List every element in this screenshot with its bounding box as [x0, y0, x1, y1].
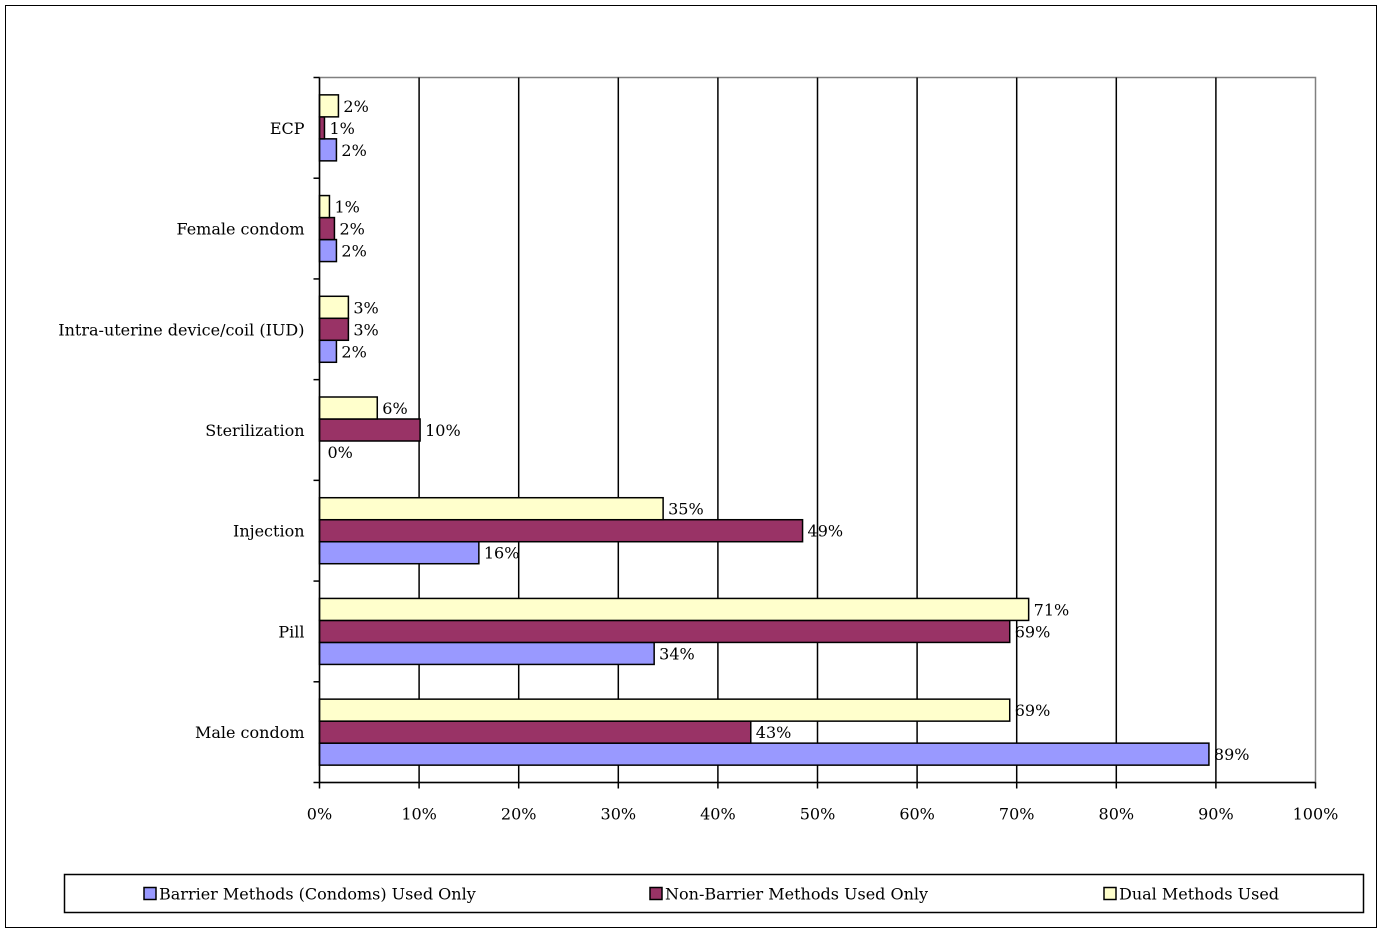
legend-swatch-dual-methods-used	[1103, 886, 1117, 901]
category-label-sterilization: Sterilization	[205, 421, 304, 440]
data-label-barrier-methods-condoms-used-only-injection: 16%	[484, 544, 520, 563]
axes: Male condom Pill Injection Sterilization Int…	[58, 76, 1339, 824]
data-label-dual-methods-used-male-condom: 69%	[1015, 701, 1051, 720]
x-tick-label: 10%	[401, 805, 437, 824]
data-label-barrier-methods-condoms-used-only-sterilization: 0%	[328, 443, 353, 462]
bar-barrier-methods-condoms-used-only-male-condom	[318, 742, 1210, 766]
data-label-barrier-methods-condoms-used-only-pill: 34%	[659, 644, 695, 663]
bar-barrier-methods-condoms-used-only-pill	[318, 641, 655, 666]
bar-non-barrier-methods-used-only-female-condom	[318, 216, 336, 241]
bar-non-barrier-methods-used-only-injection	[318, 518, 804, 543]
data-label-dual-methods-used-ecp: 2%	[343, 97, 368, 116]
data-label-non-barrier-methods-used-only-intra-uterine-device-coil-iud: 3%	[353, 320, 378, 339]
x-tick-label: 100%	[1293, 805, 1339, 824]
x-tick-label: 30%	[601, 805, 637, 824]
bar-non-barrier-methods-used-only-pill	[318, 619, 1011, 644]
data-label-barrier-methods-condoms-used-only-intra-uterine-device-coil-iud: 2%	[341, 342, 366, 361]
bar-dual-methods-used-female-condom	[318, 194, 331, 219]
x-tick-label: 90%	[1198, 805, 1234, 824]
legend-swatch-non-barrier-methods-used-only	[649, 886, 663, 901]
data-label-non-barrier-methods-used-only-female-condom: 2%	[339, 220, 364, 239]
x-tick-label: 0%	[307, 805, 332, 824]
bar-non-barrier-methods-used-only-sterilization	[318, 418, 421, 442]
category-label-female-condom: Female condom	[176, 220, 304, 239]
data-label-dual-methods-used-injection: 35%	[668, 500, 704, 519]
x-tick-label: 60%	[899, 805, 935, 824]
bar-barrier-methods-condoms-used-only-female-condom	[318, 238, 338, 263]
category-label-intra-uterine-device-coil-iud: Intra-uterine device/coil (IUD)	[58, 320, 304, 339]
legend: Barrier Methods (Condoms) Used Only Non-B…	[63, 873, 1365, 914]
category-label-male-condom: Male condom	[195, 723, 305, 742]
data-label-dual-methods-used-intra-uterine-device-coil-iud: 3%	[353, 298, 378, 317]
data-label-barrier-methods-condoms-used-only-ecp: 2%	[341, 141, 366, 160]
bar-dual-methods-used-pill	[318, 597, 1030, 622]
data-labels: 89% 43% 69% 34% 69% 71% 16% 49% 35% 0% 10% 6% 2% 3% 3%…	[328, 97, 1250, 764]
category-label-ecp: ECP	[270, 119, 305, 138]
data-label-barrier-methods-condoms-used-only-male-condom: 89%	[1214, 745, 1250, 764]
legend-label-barrier-methods-condoms-used-only: Barrier Methods (Condoms) Used Only	[159, 885, 476, 904]
bar-dual-methods-used-injection	[318, 496, 664, 521]
data-label-dual-methods-used-female-condom: 1%	[334, 198, 359, 217]
category-label-injection: Injection	[233, 522, 305, 541]
bar-non-barrier-methods-used-only-male-condom	[318, 720, 752, 744]
data-label-barrier-methods-condoms-used-only-female-condom: 2%	[341, 242, 366, 261]
bars	[318, 94, 1210, 766]
data-label-non-barrier-methods-used-only-pill: 69%	[1015, 622, 1051, 641]
legend-box	[63, 873, 1365, 914]
x-tick-label: 70%	[999, 805, 1035, 824]
legend-label-dual-methods-used: Dual Methods Used	[1119, 885, 1279, 904]
data-label-non-barrier-methods-used-only-injection: 49%	[808, 522, 844, 541]
outer-frame	[5, 5, 1377, 928]
bar-dual-methods-used-intra-uterine-device-coil-iud	[318, 295, 350, 320]
data-label-dual-methods-used-sterilization: 6%	[382, 399, 407, 418]
data-label-non-barrier-methods-used-only-ecp: 1%	[329, 119, 354, 138]
bar-barrier-methods-condoms-used-only-injection	[318, 540, 480, 565]
bar-dual-methods-used-sterilization	[318, 396, 379, 420]
legend-label-non-barrier-methods-used-only: Non-Barrier Methods Used Only	[665, 885, 928, 904]
bar-non-barrier-methods-used-only-intra-uterine-device-coil-iud	[318, 317, 350, 342]
bar-dual-methods-used-ecp	[318, 94, 340, 118]
data-label-dual-methods-used-pill: 71%	[1034, 600, 1070, 619]
category-label-pill: Pill	[278, 622, 304, 641]
bar-barrier-methods-condoms-used-only-ecp	[318, 138, 338, 162]
legend-swatch-barrier-methods-condoms-used-only	[143, 886, 157, 901]
bar-barrier-methods-condoms-used-only-intra-uterine-device-coil-iud	[318, 339, 338, 364]
x-tick-label: 50%	[800, 805, 836, 824]
x-tick-label: 20%	[501, 805, 537, 824]
data-label-non-barrier-methods-used-only-sterilization: 10%	[425, 421, 461, 440]
data-label-non-barrier-methods-used-only-male-condom: 43%	[756, 723, 792, 742]
x-tick-label: 80%	[1099, 805, 1135, 824]
bar-dual-methods-used-male-condom	[318, 698, 1011, 722]
x-tick-label: 40%	[700, 805, 736, 824]
